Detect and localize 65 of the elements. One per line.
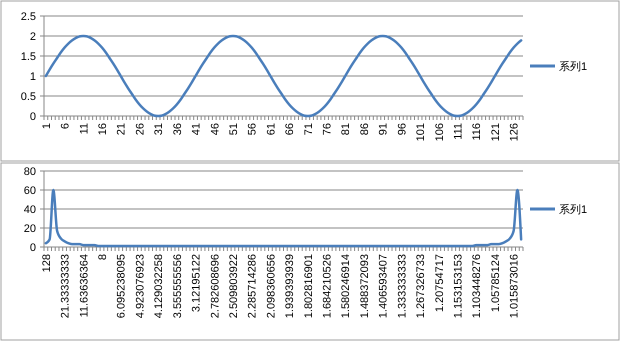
x-tick-label: 1.802816901 bbox=[302, 254, 315, 318]
x-tick-label: 1.267326733 bbox=[415, 254, 428, 318]
x-tick-label: 81 bbox=[340, 123, 352, 136]
x-tick-label: 66 bbox=[284, 123, 296, 136]
y-tick-label: 0 bbox=[30, 110, 36, 123]
x-tick-label: 86 bbox=[358, 123, 371, 136]
x-tick-label: 1.20754717 bbox=[434, 254, 446, 312]
x-tick-label: 21 bbox=[116, 123, 128, 136]
y-tick-label: 0 bbox=[30, 242, 36, 254]
x-tick-label: 1.406593407 bbox=[378, 254, 390, 318]
x-tick-label: 31 bbox=[153, 123, 166, 136]
x-tick-label: 4.923076923 bbox=[134, 254, 146, 318]
x-tick-label: 11.63636364 bbox=[78, 254, 90, 318]
x-tick-label: 16 bbox=[97, 123, 110, 136]
x-tick-label: 8 bbox=[97, 254, 110, 260]
x-tick-label: 46 bbox=[209, 123, 222, 136]
x-tick-label: 41 bbox=[190, 123, 203, 136]
y-tick-label: 0.5 bbox=[20, 90, 36, 103]
x-tick-label: 36 bbox=[172, 123, 184, 136]
legend-label: 系列1 bbox=[559, 202, 588, 216]
x-tick-label: 2.509803922 bbox=[228, 254, 240, 318]
x-tick-label: 101 bbox=[415, 123, 428, 142]
x-tick-label: 126 bbox=[508, 123, 521, 142]
x-tick-label: 71 bbox=[302, 123, 315, 136]
y-tick-label: 1.5 bbox=[20, 50, 36, 63]
y-tick-label: 40 bbox=[24, 204, 36, 216]
x-tick-label: 3.12195122 bbox=[190, 254, 203, 312]
x-tick-label: 1.939393939 bbox=[284, 254, 296, 318]
x-tick-label: 1.103448276 bbox=[471, 254, 484, 318]
x-tick-label: 116 bbox=[471, 123, 484, 141]
x-tick-label: 3.555555556 bbox=[172, 254, 184, 318]
x-tick-label: 2.285714286 bbox=[246, 254, 259, 318]
y-tick-label: 2.5 bbox=[20, 10, 36, 23]
x-tick-label: 4.129032258 bbox=[153, 254, 166, 318]
x-tick-label: 111 bbox=[452, 123, 465, 140]
x-tick-label: 1.684210526 bbox=[322, 254, 334, 318]
y-tick-label: 2 bbox=[30, 30, 36, 43]
x-tick-label: 128 bbox=[40, 254, 53, 272]
x-tick-label: 1.580246914 bbox=[340, 254, 352, 318]
y-tick-label: 60 bbox=[24, 184, 36, 197]
x-tick-label: 26 bbox=[134, 123, 146, 136]
x-tick-label: 56 bbox=[246, 123, 259, 136]
x-tick-label: 2.782608696 bbox=[209, 254, 222, 318]
x-tick-label: 1.015873016 bbox=[508, 254, 521, 318]
legend-label: 系列1 bbox=[559, 60, 588, 73]
x-tick-label: 96 bbox=[396, 123, 408, 136]
x-tick-label: 76 bbox=[322, 123, 334, 136]
x-tick-label: 106 bbox=[434, 123, 446, 142]
x-tick-label: 61 bbox=[265, 123, 278, 136]
x-tick-label: 2.098360656 bbox=[265, 254, 278, 318]
x-tick-label: 91 bbox=[378, 123, 390, 136]
y-tick-label: 1 bbox=[30, 70, 36, 83]
x-tick-label: 1.153153153 bbox=[452, 254, 465, 318]
x-tick-label: 51 bbox=[228, 123, 240, 136]
x-tick-label: 21.33333333 bbox=[60, 254, 72, 318]
y-tick-label: 20 bbox=[24, 222, 36, 235]
x-tick-label: 6.095238095 bbox=[116, 254, 128, 318]
x-tick-label: 121 bbox=[490, 123, 502, 142]
x-tick-label: 6 bbox=[60, 123, 72, 130]
x-tick-label: 1 bbox=[40, 123, 53, 130]
x-tick-label: 11 bbox=[78, 123, 90, 134]
y-tick-label: 80 bbox=[24, 166, 36, 178]
x-tick-label: 1.488372093 bbox=[358, 254, 371, 318]
x-tick-label: 1.333333333 bbox=[396, 254, 408, 318]
x-tick-label: 1.05785124 bbox=[490, 254, 502, 312]
